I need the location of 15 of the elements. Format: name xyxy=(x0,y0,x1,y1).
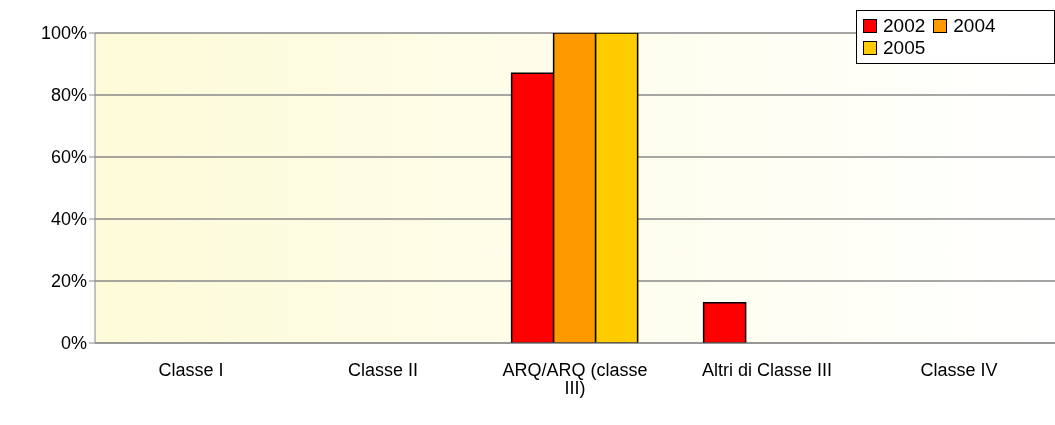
legend-label: 2005 xyxy=(882,37,926,59)
y-tick-label: 20% xyxy=(50,271,87,292)
y-tick-label: 40% xyxy=(50,209,87,230)
x-tick-label: Classe IV xyxy=(920,359,998,380)
legend-label: 2002 xyxy=(882,15,926,37)
y-tick-label: 80% xyxy=(50,85,87,106)
x-tick-label: Altri di Classe III xyxy=(701,359,833,380)
x-tick-label: Classe II xyxy=(347,359,419,380)
y-tick-label: 0% xyxy=(60,333,87,354)
legend-label: 2004 xyxy=(952,15,996,37)
x-tick-label: ARQ/ARQ (classe III) xyxy=(502,359,648,398)
y-tick-label: 60% xyxy=(50,147,87,168)
bar xyxy=(702,301,747,343)
y-tick-label: 100% xyxy=(40,23,87,44)
x-tick-label: Classe I xyxy=(158,359,224,380)
